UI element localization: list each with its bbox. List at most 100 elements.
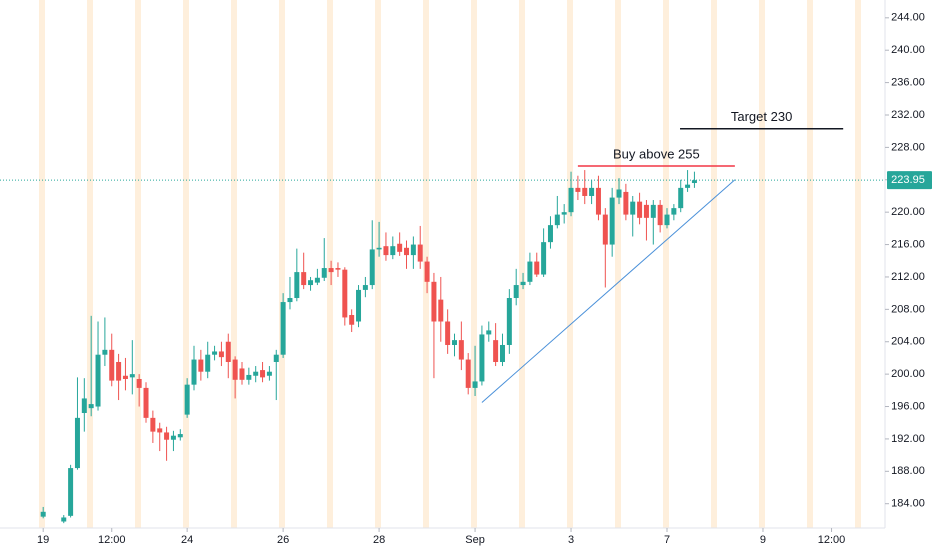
candle-body	[349, 315, 355, 325]
session-band	[327, 0, 333, 528]
y-tick-label: 236.00	[891, 77, 925, 89]
candle-body	[95, 354, 101, 407]
candle-body	[81, 398, 87, 414]
candle-body	[513, 285, 519, 299]
candle-body	[129, 374, 135, 378]
session-band	[183, 0, 189, 528]
candle-body	[68, 468, 74, 516]
candle-body	[451, 340, 457, 345]
candle-body	[623, 191, 629, 215]
session-band	[231, 0, 237, 528]
candle-body	[561, 212, 567, 215]
candle-body	[157, 428, 163, 433]
candle-body	[88, 404, 94, 409]
candle-body	[116, 361, 122, 381]
candle-body	[424, 261, 430, 282]
candle-body	[637, 201, 643, 218]
candle-body	[356, 289, 362, 322]
candle-body	[506, 298, 512, 345]
y-tick-label: 208.00	[891, 303, 925, 315]
candle-body	[273, 354, 279, 362]
candle-body	[643, 204, 649, 218]
candle-body	[376, 247, 382, 250]
candle-body	[657, 204, 663, 226]
candle-body	[218, 351, 224, 358]
candle-body	[499, 344, 505, 362]
candle-body	[589, 187, 595, 196]
candle-body	[239, 368, 245, 380]
session-band	[567, 0, 573, 528]
last-price-label: 223.95	[891, 174, 925, 186]
candle-body	[520, 281, 526, 286]
y-tick-label: 228.00	[891, 141, 925, 153]
y-tick-label: 240.00	[891, 44, 925, 56]
session-band	[39, 0, 45, 528]
candle-body	[685, 184, 691, 188]
x-tick-label: 3	[568, 534, 574, 546]
candle-body	[74, 417, 80, 469]
session-band	[471, 0, 477, 528]
candle-body	[602, 214, 608, 245]
y-tick-label: 212.00	[891, 271, 925, 283]
candle-body	[198, 359, 204, 372]
y-tick-label: 188.00	[891, 465, 925, 477]
session-band	[663, 0, 669, 528]
candle-body	[527, 261, 533, 282]
session-band	[615, 0, 621, 528]
candle-body	[164, 432, 170, 440]
candle-body	[40, 511, 46, 517]
candle-body	[287, 298, 293, 303]
candle-body	[109, 349, 115, 381]
session-band	[375, 0, 381, 528]
candle-body	[486, 330, 492, 335]
candle-body	[266, 371, 272, 376]
candle-body	[390, 246, 396, 256]
y-tick-label: 216.00	[891, 238, 925, 250]
candle-body	[582, 187, 588, 196]
y-tick-label: 244.00	[891, 12, 925, 24]
session-band	[711, 0, 717, 528]
candle-body	[383, 246, 389, 256]
y-tick-label: 204.00	[891, 336, 925, 348]
candle-body	[335, 268, 341, 270]
x-tick-label: 7	[664, 534, 670, 546]
trendline	[481, 179, 736, 403]
y-tick-label: 196.00	[891, 400, 925, 412]
candle-body	[458, 340, 464, 360]
candle-body	[534, 261, 540, 275]
session-band	[87, 0, 93, 528]
candle-body	[595, 187, 601, 215]
candle-body	[691, 180, 697, 184]
candle-body	[232, 359, 238, 380]
x-tick-label: 9	[760, 534, 766, 546]
candle-body	[671, 208, 677, 215]
y-tick-label: 232.00	[891, 109, 925, 121]
session-band	[135, 0, 141, 528]
candle-body	[664, 214, 670, 226]
candle-body	[205, 354, 211, 372]
x-tick-label: 24	[181, 534, 193, 546]
candle-body	[568, 187, 574, 213]
candle-body	[342, 269, 348, 318]
level-label: Target 230	[731, 109, 792, 124]
candle-body	[410, 244, 416, 256]
candle-body	[369, 249, 375, 286]
candle-body	[417, 244, 423, 262]
candle-body	[630, 201, 636, 215]
candle-body	[431, 281, 437, 322]
y-tick-label: 192.00	[891, 433, 925, 445]
candle-body	[328, 268, 334, 273]
candle-body	[438, 299, 444, 322]
session-band	[807, 0, 813, 528]
candle-body	[301, 272, 307, 286]
candle-body	[212, 351, 218, 355]
candle-body	[314, 277, 320, 283]
candle-body	[493, 340, 499, 362]
candle-body	[280, 302, 286, 355]
candle-body	[122, 375, 128, 379]
y-tick-label: 184.00	[891, 498, 925, 510]
candle-body	[184, 384, 190, 415]
session-band	[519, 0, 525, 528]
candle-body	[253, 371, 259, 376]
y-tick-label: 200.00	[891, 368, 925, 380]
